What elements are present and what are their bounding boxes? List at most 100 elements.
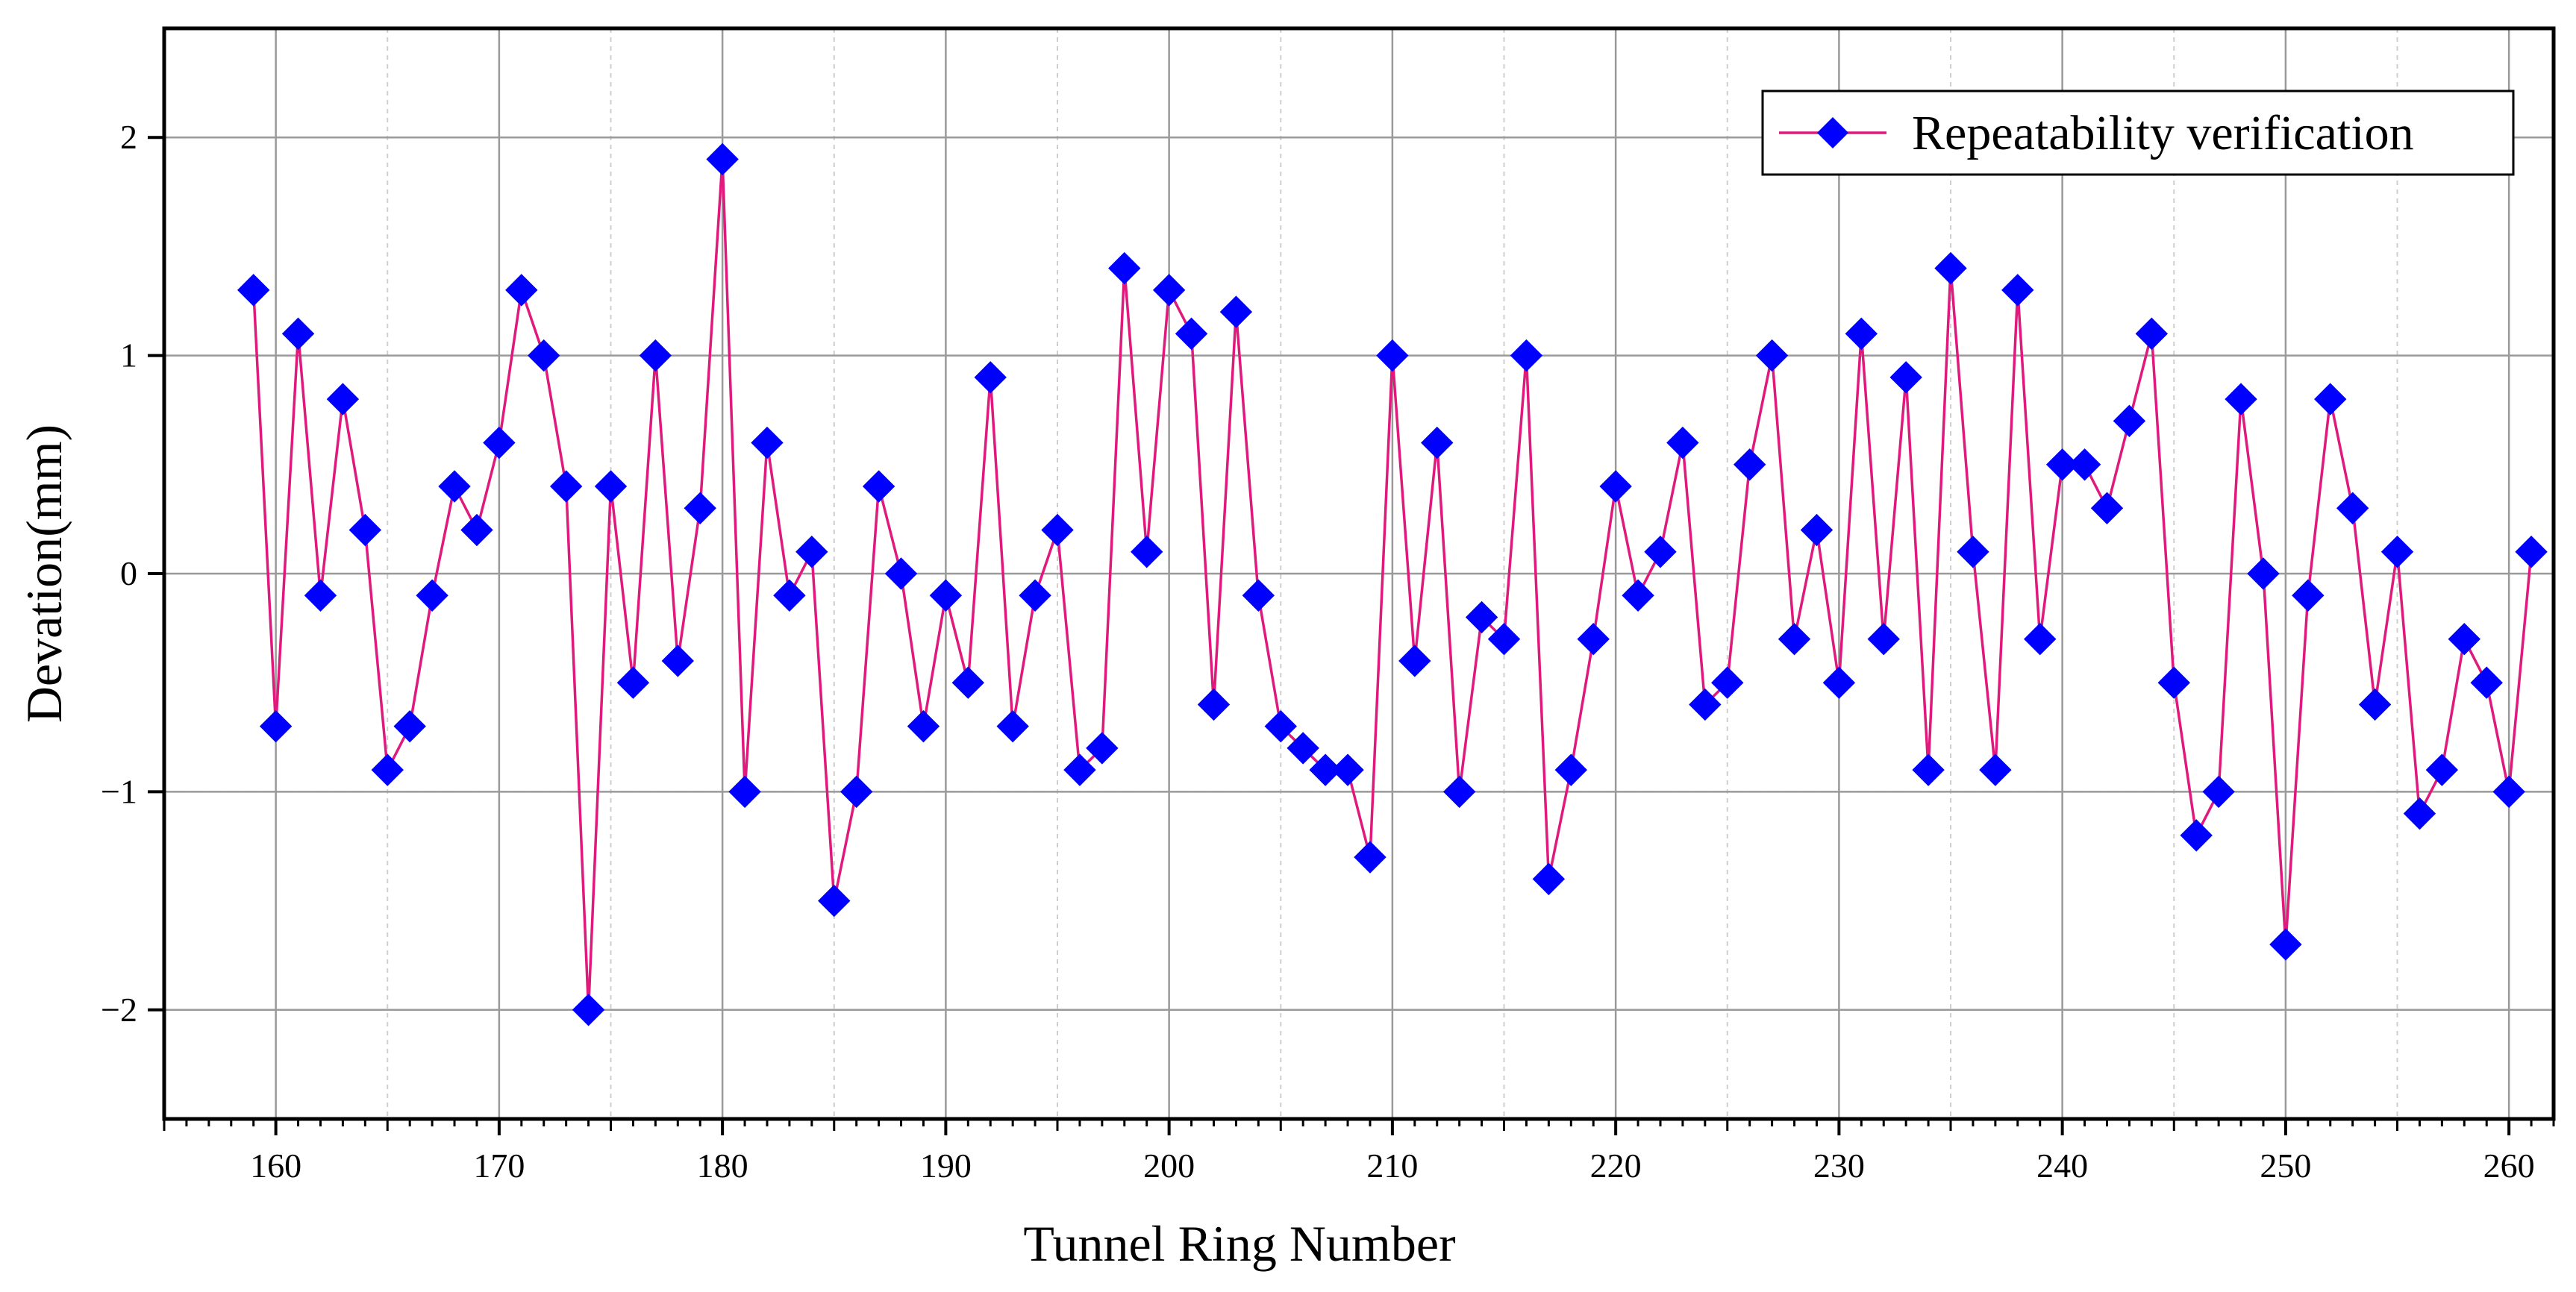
data-point-marker xyxy=(1442,775,1476,809)
data-point-marker xyxy=(483,426,516,460)
data-point-marker xyxy=(2045,448,2079,481)
data-point-marker xyxy=(1287,732,1319,765)
data-point-marker xyxy=(2113,404,2146,438)
data-point-marker xyxy=(1889,361,1922,394)
data-point-marker xyxy=(572,994,605,1026)
data-point-marker xyxy=(1510,339,1543,372)
data-point-marker xyxy=(549,470,583,503)
data-point-marker xyxy=(2247,557,2280,590)
data-point-marker xyxy=(1599,470,1632,503)
x-tick-label: 230 xyxy=(1813,1147,1865,1185)
axis-layer xyxy=(148,26,2556,1135)
data-point-marker xyxy=(639,339,672,372)
y-tick-label: −1 xyxy=(101,772,137,810)
data-point-marker xyxy=(1309,753,1342,786)
x-tick-label: 170 xyxy=(473,1147,525,1185)
data-point-marker xyxy=(1108,251,1141,285)
data-point-marker xyxy=(996,709,1029,743)
data-point-marker xyxy=(1086,732,1119,765)
data-point-marker xyxy=(2157,666,2190,699)
data-point-marker xyxy=(1242,579,1275,612)
data-point-marker xyxy=(1845,317,1878,351)
data-point-marker xyxy=(1131,536,1163,568)
data-point-marker xyxy=(1398,645,1431,677)
data-point-marker xyxy=(884,557,918,590)
data-point-marker xyxy=(1197,688,1231,721)
y-tick-label: 2 xyxy=(120,118,137,156)
y-tick-label: 1 xyxy=(120,336,137,374)
data-point-marker xyxy=(281,317,315,351)
data-point-marker xyxy=(2024,623,2057,656)
data-point-marker xyxy=(416,579,448,612)
data-point-marker xyxy=(2292,579,2325,612)
y-axis-title: Devation(mm) xyxy=(16,424,72,723)
data-point-marker xyxy=(616,666,650,699)
data-point-marker xyxy=(2425,753,2459,786)
data-point-marker xyxy=(2403,797,2436,830)
data-point-marker xyxy=(2448,623,2481,656)
x-axis-title: Tunnel Ring Number xyxy=(1023,1215,1456,1272)
data-point-marker xyxy=(2202,775,2235,809)
data-point-marker xyxy=(1644,536,1677,568)
x-tick-label: 160 xyxy=(250,1147,301,1185)
data-point-marker xyxy=(1800,513,1833,547)
x-tick-label: 180 xyxy=(697,1147,748,1185)
data-point-marker xyxy=(818,884,851,918)
x-tick-label: 260 xyxy=(2483,1147,2535,1185)
data-point-marker xyxy=(1912,753,1945,786)
data-point-marker xyxy=(773,579,806,612)
x-tick-label: 190 xyxy=(920,1147,972,1185)
data-point-marker xyxy=(2135,317,2169,351)
data-point-marker xyxy=(1733,448,1766,481)
data-point-marker xyxy=(1711,666,1744,699)
data-point-marker xyxy=(1755,339,1789,372)
y-tick-label: −2 xyxy=(101,991,137,1029)
y-tick-label: 0 xyxy=(120,554,137,592)
data-point-marker xyxy=(1152,274,1186,307)
data-point-marker xyxy=(684,492,716,524)
data-point-marker xyxy=(528,339,560,372)
data-point-marker xyxy=(862,470,895,503)
data-point-marker xyxy=(661,645,694,677)
data-point-marker xyxy=(460,513,493,547)
data-point-marker xyxy=(795,536,828,568)
x-tick-label: 240 xyxy=(2036,1147,2088,1185)
x-tick-label: 250 xyxy=(2260,1147,2311,1185)
data-point-marker xyxy=(1019,579,1051,612)
data-point-marker xyxy=(1421,426,1454,460)
data-point-marker xyxy=(304,579,337,612)
data-point-marker xyxy=(706,142,739,176)
data-point-marker xyxy=(951,666,985,699)
x-tick-label: 210 xyxy=(1366,1147,1418,1185)
data-point-marker xyxy=(974,361,1007,394)
data-point-marker xyxy=(2180,819,2213,852)
data-point-marker xyxy=(840,775,873,809)
data-point-marker xyxy=(1532,862,1566,896)
data-point-marker xyxy=(393,709,426,743)
data-point-marker xyxy=(1175,317,1208,351)
data-point-marker xyxy=(1354,841,1387,874)
data-point-marker xyxy=(2090,492,2124,524)
data-point-marker xyxy=(348,513,382,547)
data-point-marker xyxy=(2470,666,2503,699)
data-point-marker xyxy=(1622,579,1654,612)
legend: Repeatability verification xyxy=(1761,90,2515,176)
data-point-marker xyxy=(907,709,940,743)
data-point-marker xyxy=(1376,339,1409,372)
data-point-marker xyxy=(1577,623,1610,656)
data-point-marker xyxy=(1487,623,1521,656)
data-point-marker xyxy=(1554,753,1587,786)
data-point-marker xyxy=(2492,775,2525,809)
x-tick-label: 220 xyxy=(1590,1147,1642,1185)
data-point-marker xyxy=(326,383,360,415)
data-point-marker xyxy=(1934,251,1967,285)
data-point-marker xyxy=(1979,753,2012,786)
data-point-marker xyxy=(2358,688,2392,721)
data-point-marker xyxy=(505,274,538,307)
x-tick-label: 200 xyxy=(1143,1147,1195,1185)
data-point-marker xyxy=(237,274,270,307)
grid-layer xyxy=(164,28,2554,1119)
legend-label: Repeatability verification xyxy=(1912,106,2414,160)
data-point-marker xyxy=(1063,753,1096,786)
